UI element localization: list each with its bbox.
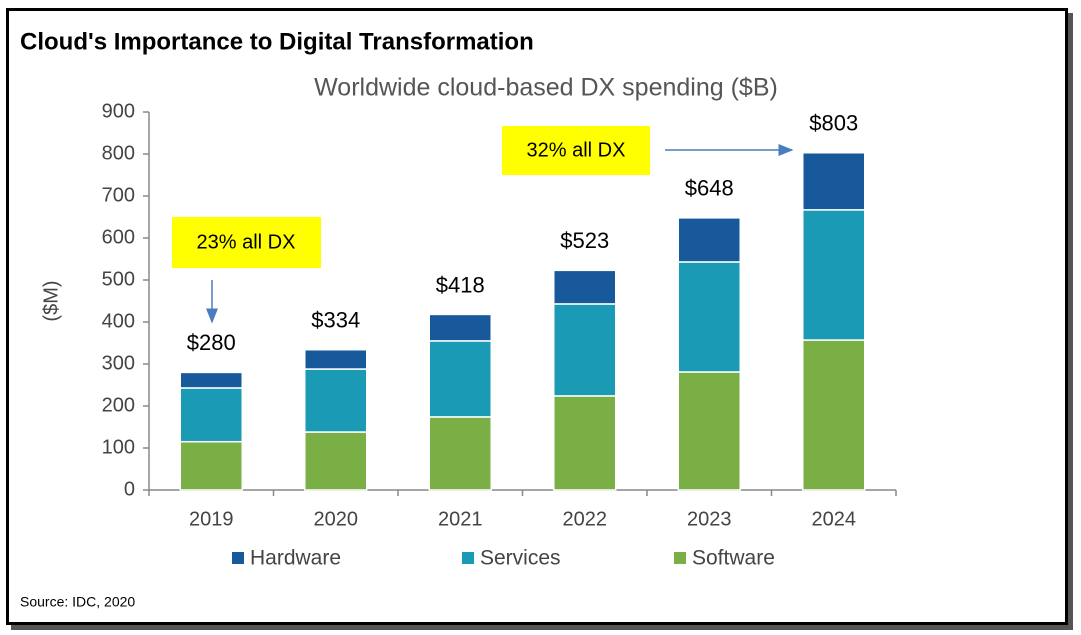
y-tick-label: 300 <box>102 352 135 374</box>
bar-segment <box>304 368 368 433</box>
bar-segment <box>179 371 243 389</box>
total-label: $803 <box>809 111 858 136</box>
bar-segment <box>428 340 492 418</box>
bar-segment <box>304 348 368 370</box>
legend-label: Services <box>480 547 561 570</box>
bar-segment <box>179 440 243 491</box>
bar-segment <box>802 339 866 491</box>
annotation: 32% all DX <box>527 139 626 161</box>
legend-swatch <box>232 552 244 564</box>
x-tick-label: 2019 <box>189 508 234 530</box>
annotation-box <box>172 217 321 268</box>
bar-segment <box>553 303 617 397</box>
y-tick-label: 200 <box>102 394 135 416</box>
bar-segment <box>553 395 617 491</box>
y-tick-label: 800 <box>102 142 135 164</box>
bar-segment <box>428 313 492 342</box>
source-note: Source: IDC, 2020 <box>20 594 135 610</box>
legend-swatch <box>462 552 474 564</box>
y-tick-label: 600 <box>102 226 135 248</box>
y-tick-label: 0 <box>124 478 135 500</box>
slide-frame <box>6 8 1068 625</box>
y-tick-label: 700 <box>102 184 135 206</box>
total-label: $334 <box>311 308 360 333</box>
legend-label: Hardware <box>250 547 341 570</box>
total-label: $418 <box>436 272 485 297</box>
total-label: $523 <box>560 228 609 253</box>
bar-segment <box>553 269 617 305</box>
y-tick-label: 900 <box>102 100 135 122</box>
x-tick-label: 2023 <box>687 508 732 530</box>
y-tick-label: 100 <box>102 436 135 458</box>
bar-segment <box>179 387 243 443</box>
bar-segment <box>677 261 741 373</box>
bar-segment <box>304 431 368 491</box>
y-tick-label: 400 <box>102 310 135 332</box>
annotation: 23% all DX <box>197 231 296 253</box>
total-label: $648 <box>685 176 734 201</box>
x-tick-label: 2022 <box>563 508 608 530</box>
bar-segment <box>802 209 866 341</box>
x-tick-label: 2024 <box>812 508 857 530</box>
y-tick-label: 500 <box>102 268 135 290</box>
total-label: $280 <box>187 330 236 355</box>
bar-segment <box>428 416 492 491</box>
y-axis-label: ($M) <box>40 280 62 321</box>
annotation-box <box>502 126 650 175</box>
chart-subtitle: Worldwide cloud-based DX spending ($B) <box>314 74 778 102</box>
legend-swatch <box>674 552 686 564</box>
bar-segment <box>677 371 741 491</box>
bar-segment <box>677 217 741 263</box>
bar-segment <box>802 151 866 211</box>
x-tick-label: 2021 <box>438 508 483 530</box>
page-title: Cloud's Importance to Digital Transforma… <box>20 28 534 55</box>
legend-label: Software <box>692 547 775 570</box>
x-tick-label: 2020 <box>314 508 359 530</box>
